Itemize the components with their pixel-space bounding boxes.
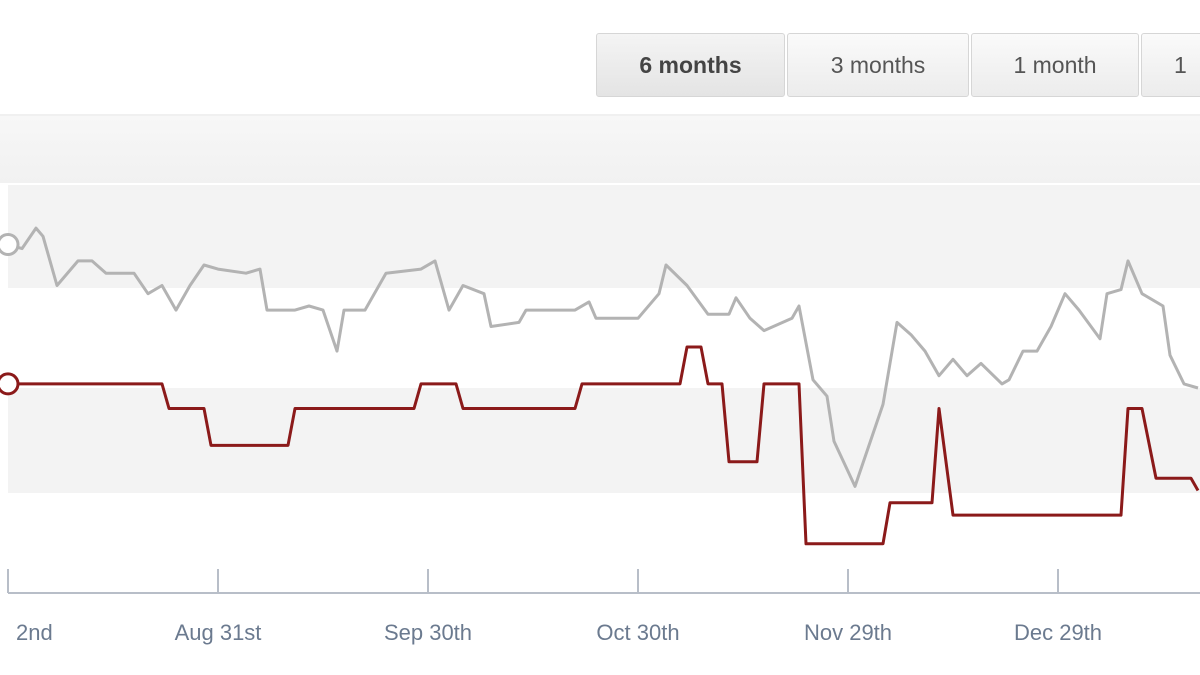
range-button[interactable]: 1 month — [971, 33, 1139, 97]
start-marker — [0, 233, 20, 256]
range-buttons: 6 months 3 months 1 month 1 — [596, 33, 1200, 97]
x-tick-label: Dec 29th — [1014, 620, 1102, 645]
x-tick-label: Nov 29th — [804, 620, 892, 645]
x-tick-label: Oct 30th — [596, 620, 679, 645]
x-tick-label: Sep 30th — [384, 620, 472, 645]
range-button[interactable]: 3 months — [787, 33, 969, 97]
x-tick-label: 2nd — [16, 620, 53, 645]
start-marker — [0, 372, 20, 396]
band — [8, 388, 1200, 493]
line — [8, 345, 1200, 546]
line — [7, 226, 1199, 488]
x-tick-label: Aug 31st — [175, 620, 262, 645]
header-band — [0, 116, 1200, 183]
range-button[interactable]: 1 — [1141, 33, 1200, 97]
range-button[interactable]: 6 months — [596, 33, 785, 97]
band — [8, 185, 1200, 288]
